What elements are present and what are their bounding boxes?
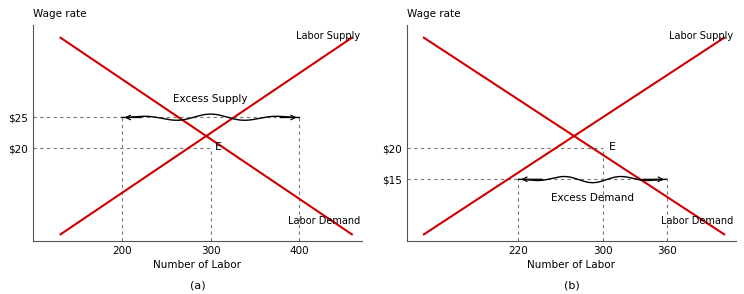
Text: Excess Demand: Excess Demand [551,193,634,203]
Text: Labor Demand: Labor Demand [288,216,360,225]
Text: Labor Supply: Labor Supply [670,31,734,41]
Text: E: E [215,141,222,151]
X-axis label: Number of Labor: Number of Labor [527,260,615,270]
Text: Labor Supply: Labor Supply [295,31,360,41]
Text: Excess Supply: Excess Supply [173,94,248,104]
Text: (a): (a) [190,280,205,290]
Text: (b): (b) [563,280,580,290]
Text: Wage rate: Wage rate [33,9,86,19]
X-axis label: Number of Labor: Number of Labor [153,260,241,270]
Text: E: E [609,141,615,151]
Text: Labor Demand: Labor Demand [661,216,734,225]
Text: Wage rate: Wage rate [407,9,461,19]
